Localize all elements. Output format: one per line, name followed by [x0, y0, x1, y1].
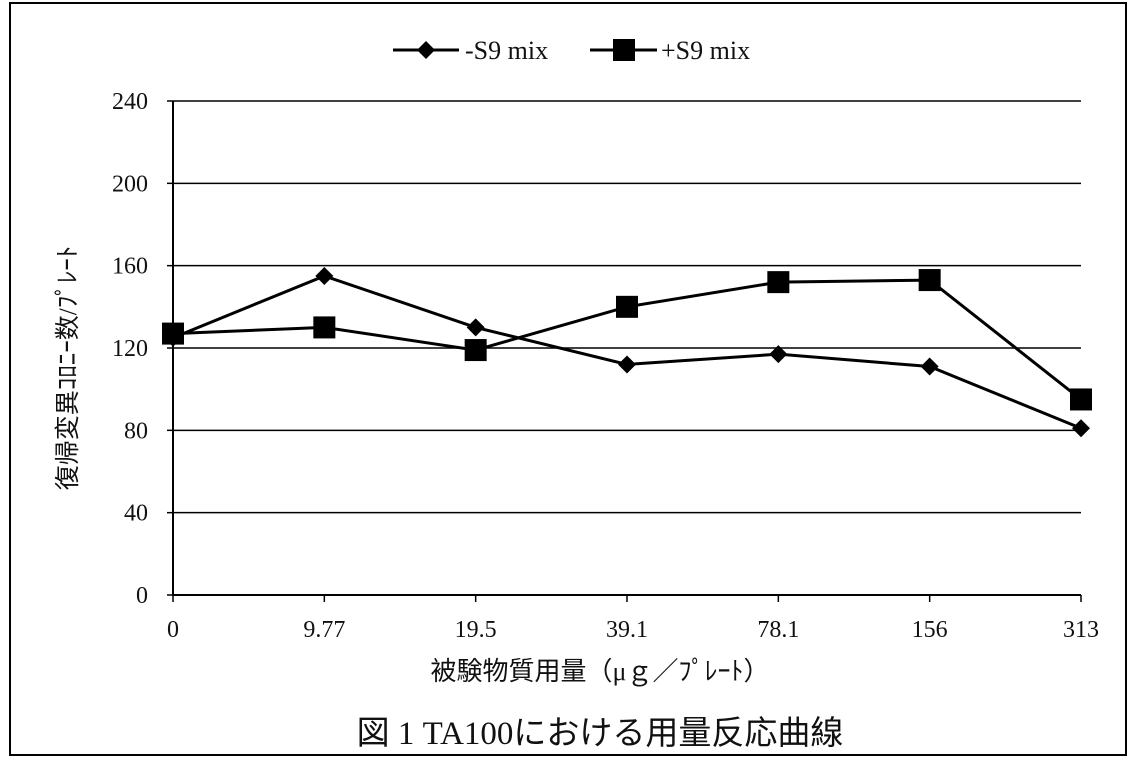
y-tick-label: 160	[112, 254, 148, 280]
data-point-plus-s9	[162, 322, 184, 345]
data-point-plus-s9	[1070, 388, 1092, 411]
x-tick-label: 9.77	[303, 617, 345, 643]
chart-border	[9, 2, 1127, 756]
x-tick-label: 19.5	[455, 617, 497, 643]
y-axis-label: 復帰変異ｺﾛﾆｰ数/ﾌﾟﾚｰﾄ	[54, 246, 82, 490]
data-point-plus-s9	[464, 339, 487, 362]
axes	[167, 100, 1082, 602]
legend-label-plus-s9: +S9 mix	[661, 36, 750, 65]
data-point-minus-s9	[920, 357, 939, 376]
x-tick-label: 39.1	[606, 617, 648, 643]
data-point-minus-s9	[618, 355, 636, 374]
data-point-plus-s9	[918, 269, 941, 292]
x-axis-label: 被験物質用量（μｇ／ﾌﾟﾚｰﾄ）	[431, 657, 770, 686]
legend-marker-diamond	[417, 41, 435, 59]
data-point-plus-s9	[767, 271, 790, 294]
y-tick-label: 40	[124, 501, 148, 527]
y-tick-label: 120	[112, 336, 148, 362]
x-tick-label: 0	[167, 617, 179, 643]
y-tick-label: 200	[112, 171, 148, 197]
figure-caption: 図 1 TA100における用量反応曲線	[357, 715, 844, 752]
series-markers	[162, 266, 1092, 438]
gridlines	[173, 100, 1081, 514]
legend-label-minus-s9: -S9 mix	[465, 36, 548, 65]
y-tick-label: 240	[112, 89, 148, 115]
data-point-minus-s9	[1072, 419, 1090, 438]
y-tick-labels: 0 40 80 120 160 200 240	[112, 89, 148, 609]
data-point-minus-s9	[769, 345, 788, 364]
x-tick-label: 78.1	[757, 617, 799, 643]
x-tick-label: 313	[1063, 617, 1099, 643]
y-tick-label: 0	[136, 583, 148, 609]
legend: -S9 mix +S9 mix	[393, 36, 750, 65]
data-point-plus-s9	[616, 295, 638, 318]
x-tick-labels: 0 9.77 19.5 39.1 78.1 156 313	[167, 617, 1099, 643]
data-point-minus-s9	[466, 318, 485, 337]
x-tick-label: 156	[912, 617, 948, 643]
y-tick-label: 80	[124, 418, 148, 444]
data-point-plus-s9	[313, 316, 336, 339]
legend-marker-square	[613, 39, 635, 61]
data-point-minus-s9	[315, 266, 334, 285]
